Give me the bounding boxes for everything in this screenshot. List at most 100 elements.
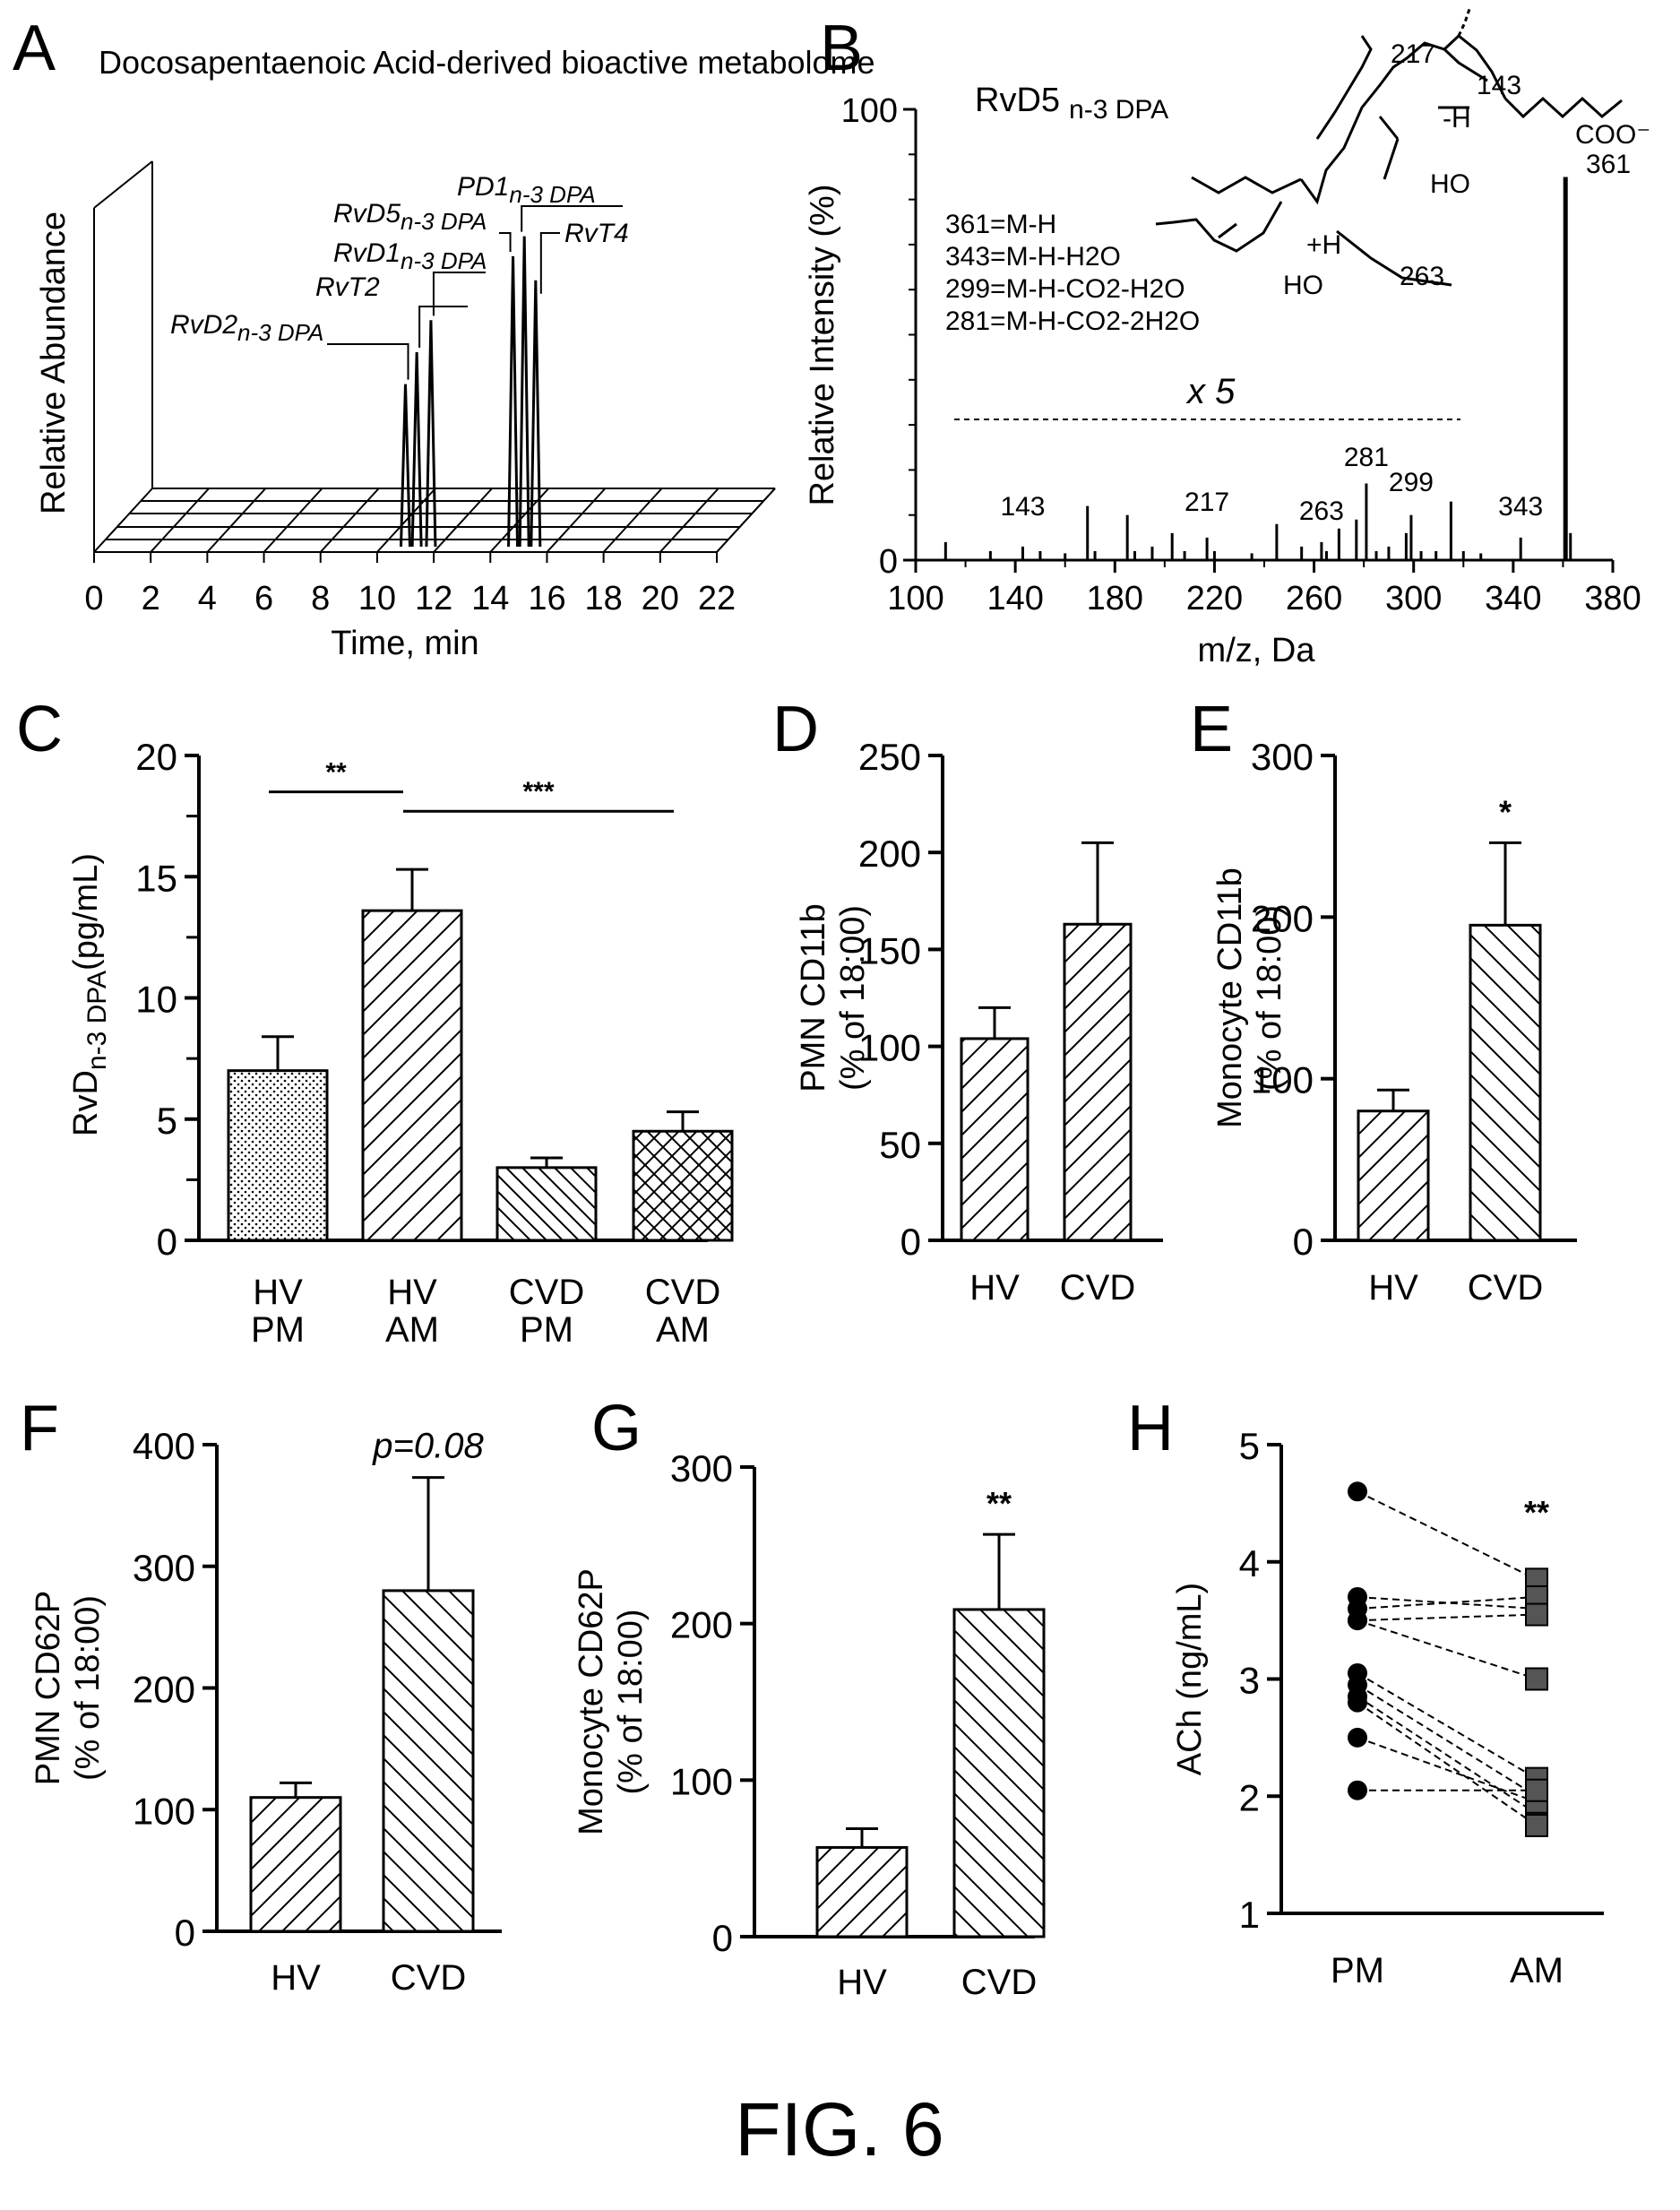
y-tick-label: 5 bbox=[1239, 1425, 1260, 1467]
panel-a-peak bbox=[530, 280, 542, 548]
panel-letter-a: A bbox=[13, 13, 56, 84]
panel-a-y-label: Relative Abundance bbox=[35, 212, 73, 514]
panel-a-x-tick-label: 12 bbox=[415, 580, 452, 617]
panel-a-grid-line bbox=[602, 488, 663, 553]
panel-a-peak-name: RvT2 bbox=[315, 272, 380, 302]
panel-a-peak-label: PD1n-3 DPA bbox=[457, 172, 596, 208]
panel-a-grid-line bbox=[433, 488, 493, 553]
panel-a-peak bbox=[518, 236, 530, 548]
panel-b-peaks bbox=[943, 177, 1572, 560]
panel-a-grid-line bbox=[659, 488, 719, 553]
panel-a-peak-label: RvD1n-3 DPA bbox=[333, 238, 487, 274]
panel-a-peak-name: RvT4 bbox=[564, 219, 629, 248]
category-label: PM bbox=[520, 1310, 573, 1350]
y-tick-label: 5 bbox=[157, 1100, 177, 1142]
pair-line bbox=[1357, 1736, 1538, 1803]
category-label: AM bbox=[656, 1310, 710, 1350]
bar bbox=[1469, 923, 1542, 1242]
panel-a-grid bbox=[150, 488, 776, 553]
panel-b-x-tick-label: 260 bbox=[1286, 580, 1342, 617]
category-label: CVD bbox=[645, 1273, 720, 1312]
y-tick-label: 300 bbox=[133, 1547, 195, 1589]
y-tick-label: 300 bbox=[1251, 736, 1314, 778]
panel-letter-b: B bbox=[820, 13, 863, 84]
panel-d: D 0 50 100 150 200 250 HV CVD PMN CD11b (% of 18:… bbox=[772, 694, 1163, 1308]
panel-b-structure-labels: 217 143-H COO⁻ HO 361 +H HO 263 bbox=[1283, 39, 1650, 300]
panel-b-structure-label: +H bbox=[1306, 230, 1341, 260]
category-label: CVD bbox=[509, 1273, 584, 1312]
category-label: AM bbox=[385, 1310, 439, 1350]
panel-b-peak-label: 281 bbox=[1344, 443, 1389, 472]
y-tick-label: 200 bbox=[858, 833, 921, 875]
panel-a-leader-line bbox=[432, 272, 486, 316]
y-tick-label: 250 bbox=[858, 736, 921, 778]
panel-b-y-tick-label: 100 bbox=[841, 92, 898, 130]
y-tick-label: 0 bbox=[157, 1221, 177, 1263]
panel-a-grid-line bbox=[263, 488, 323, 553]
y-tick-label: 300 bbox=[670, 1447, 733, 1489]
bar bbox=[632, 1129, 734, 1242]
panel-letter-f: F bbox=[20, 1393, 59, 1464]
panel-g-chart: 0 100 200 300 HV CVD ** Monocyte CD62P (% of 18:… bbox=[573, 1447, 1046, 2002]
category-label: AM bbox=[1510, 1951, 1564, 1990]
panel-a-grid-line bbox=[546, 488, 607, 553]
category-label: CVD bbox=[1468, 1268, 1543, 1308]
panel-a-leader-line bbox=[539, 232, 560, 294]
y-tick-label: 20 bbox=[135, 736, 177, 778]
am-point bbox=[1525, 1778, 1548, 1802]
y-tick-label: 0 bbox=[900, 1221, 921, 1263]
y-axis-label: Monocyte CD11b bbox=[1211, 868, 1249, 1128]
pair-line bbox=[1357, 1619, 1538, 1680]
category-label: CVD bbox=[961, 1963, 1037, 2002]
panel-b-peak-label: 263 bbox=[1299, 496, 1344, 526]
panel-b-structure-label: 361 bbox=[1586, 150, 1631, 179]
panel-c-y-label: RvDn-3 DPA(pg/mL) bbox=[67, 853, 112, 1136]
panel-a-peak-name: RvD1 bbox=[333, 238, 401, 268]
panel-a-peak bbox=[507, 255, 520, 548]
panel-a-x-label: Time, min bbox=[331, 625, 478, 662]
panel-a-x-tick-label: 8 bbox=[311, 580, 330, 617]
category-label: HV bbox=[1368, 1268, 1418, 1308]
category-label: CVD bbox=[391, 1958, 466, 1998]
panel-a-leader-line bbox=[327, 343, 409, 380]
y-tick-label: 50 bbox=[879, 1124, 921, 1166]
panel-a-x-tick-label: 18 bbox=[584, 580, 622, 617]
panel-b-multiplier: x 5 bbox=[1185, 372, 1236, 411]
panel-b-x-tick-label: 300 bbox=[1385, 580, 1442, 617]
panel-a-x-tick-label: 4 bbox=[198, 580, 217, 617]
y-tick-label: 15 bbox=[135, 857, 177, 899]
significance-annotation: ** bbox=[1524, 1494, 1549, 1531]
panel-a-grid-line bbox=[150, 488, 210, 553]
panel-a-peak bbox=[400, 384, 411, 548]
panel-a-x-tick-label: 22 bbox=[698, 580, 736, 617]
bar bbox=[952, 1608, 1046, 1938]
y-axis-label: Monocyte CD62P bbox=[573, 1568, 610, 1835]
panel-b-peak-label: 217 bbox=[1185, 488, 1229, 517]
bar bbox=[495, 1166, 598, 1242]
panel-a-peak-label: RvD5n-3 DPA bbox=[333, 199, 487, 235]
panel-a-x-ticks: 0 2 4 6 8 10 12 14 16 18 20 22 bbox=[84, 552, 736, 617]
panel-a-peak-label: RvD2n-3 DPA bbox=[170, 310, 323, 346]
panel-b-x-tick-label: 380 bbox=[1584, 580, 1641, 617]
panel-b-fragment-entry: 343=M-H-H2O bbox=[945, 242, 1121, 272]
panel-b-peak-label: 343 bbox=[1498, 492, 1543, 522]
bar bbox=[227, 1069, 329, 1242]
bar bbox=[361, 909, 463, 1242]
panel-b-structure-label: -H bbox=[1443, 104, 1471, 134]
y-axis-label: (% of 18:00) bbox=[1251, 905, 1288, 1091]
panel-e: E 0 100 200 300 HV CVD * Monocyte CD11b (% of 18… bbox=[1190, 694, 1577, 1308]
y-tick-label: 0 bbox=[175, 1912, 195, 1954]
category-label: HV bbox=[837, 1963, 887, 2002]
panel-letter-d: D bbox=[772, 694, 819, 765]
pair-line bbox=[1357, 1701, 1538, 1826]
panel-a-grid-line bbox=[206, 488, 267, 553]
panel-f-chart: 0 100 200 300 400 HV CVD p=0.08 PMN CD62P (% of 1… bbox=[30, 1425, 502, 1998]
pair-line bbox=[1357, 1672, 1538, 1780]
y-axis-label: PMN CD62P bbox=[30, 1591, 67, 1786]
bar bbox=[815, 1845, 909, 1938]
significance-label: *** bbox=[522, 777, 554, 807]
y-tick-label: 4 bbox=[1239, 1542, 1260, 1584]
panel-a-peak-sub: n-3 DPA bbox=[237, 319, 323, 346]
